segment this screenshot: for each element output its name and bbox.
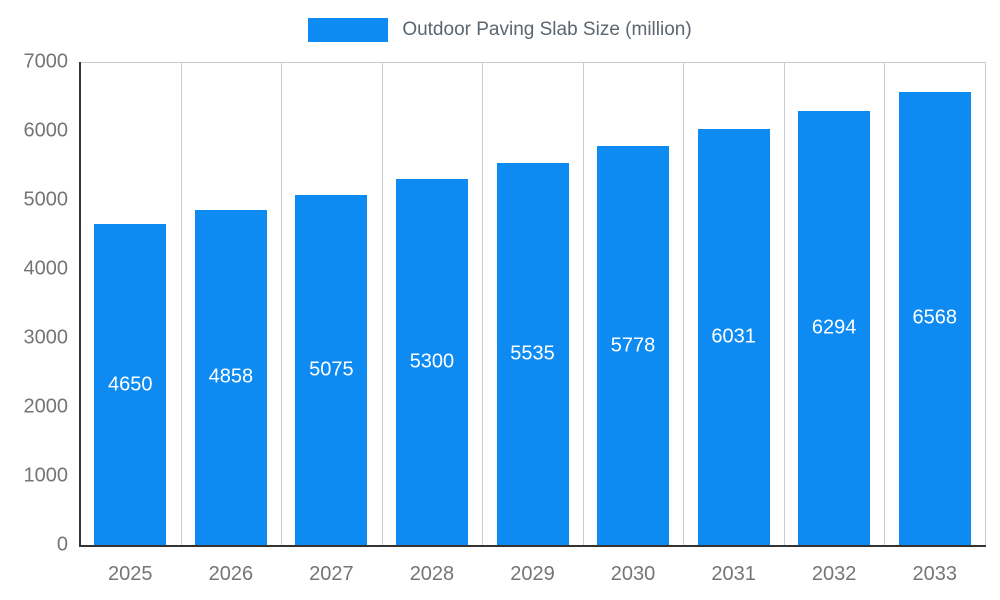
gridline-vertical [281,62,283,545]
y-axis-tick-label: 2000 [23,395,69,418]
gridline-vertical [582,62,584,545]
gridline-top [80,62,985,63]
bar[interactable] [94,224,167,545]
x-axis-tick-label: 2026 [208,563,254,585]
bar-value-label: 5778 [610,334,656,357]
x-axis-tick-label: 2028 [409,563,455,585]
x-axis-tick-label: 2027 [309,563,354,585]
legend: Outdoor Paving Slab Size (million) [0,18,1000,42]
x-axis-tick-label: 2025 [108,563,153,585]
bar[interactable] [697,128,770,545]
bar-value-label: 5535 [510,342,555,365]
bar-value-label: 5075 [309,358,354,381]
bar-value-label: 5300 [409,350,455,373]
x-axis-tick-label: 2029 [510,563,555,585]
y-axis-tick-label: 5000 [23,188,69,211]
x-axis-line [79,545,986,547]
gridline-vertical [884,62,886,545]
gridline-vertical [985,62,986,545]
bar[interactable] [798,110,871,545]
bar[interactable] [395,179,468,545]
x-axis-tick-label: 2032 [811,563,857,585]
x-axis-tick-label: 2031 [711,563,756,585]
y-axis-tick-label: 0 [56,533,68,556]
chart-title: Outdoor Paving Slab Size (million) [402,19,692,40]
legend-swatch [308,18,389,42]
x-axis-tick-label: 2030 [610,563,656,585]
bar-value-label: 6568 [912,306,957,329]
bar-value-label: 4858 [208,365,254,388]
bar-value-label: 6294 [811,316,857,339]
y-axis-tick-label: 7000 [23,50,69,73]
x-axis-tick-label: 2033 [912,563,957,585]
y-axis-tick-label: 4000 [23,257,69,280]
y-axis-tick-label: 3000 [23,326,69,349]
bar[interactable] [295,194,368,545]
gridline-vertical [482,62,484,545]
bar[interactable] [597,146,670,545]
bar[interactable] [194,209,267,545]
bar-value-label: 6031 [711,325,756,348]
bar[interactable] [496,163,569,545]
y-axis-line [79,62,81,547]
bar[interactable] [898,91,971,545]
y-axis-tick-label: 1000 [23,464,69,487]
gridline-vertical [683,62,685,545]
gridline-vertical [783,62,785,545]
y-axis-tick-label: 6000 [23,119,69,142]
gridline-vertical [381,62,383,545]
gridline-vertical [180,62,182,545]
bar-value-label: 4650 [108,373,153,396]
